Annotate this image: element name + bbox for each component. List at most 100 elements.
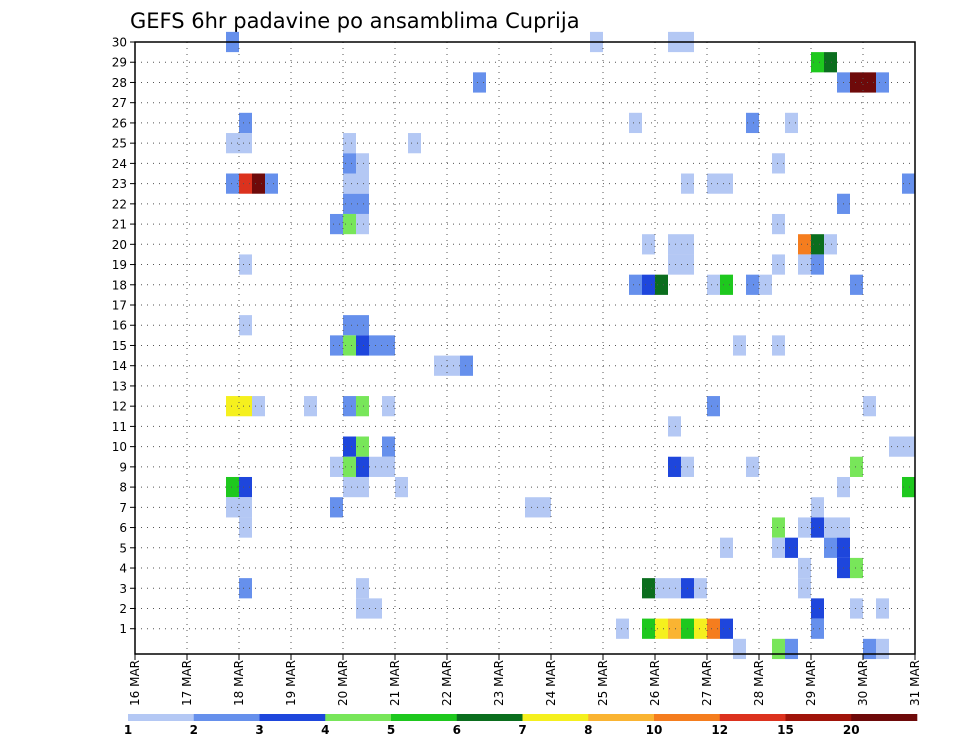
heatmap-cell [707,173,720,194]
heatmap-cell [772,537,785,558]
y-tick-label: 14 [112,359,127,373]
y-tick-label: 11 [112,420,127,434]
y-tick-label: 1 [119,622,127,636]
y-tick-label: 24 [112,157,127,171]
heatmap-cell [239,173,252,194]
heatmap-cell [343,436,356,457]
heatmap-cell [226,476,239,498]
heatmap-cell [473,72,486,93]
legend-label: 10 [646,723,663,737]
y-tick-label: 7 [119,501,127,515]
heatmap-cell [668,416,681,437]
y-tick-label: 18 [112,278,127,292]
y-tick-label: 22 [112,197,127,211]
y-tick-label: 9 [119,460,127,474]
heatmap-cell [902,436,915,457]
x-tick-label: 31 MAR [908,660,922,706]
heatmap-cell [668,254,681,275]
heatmap-cell [824,234,837,255]
heatmap-cell [408,133,421,154]
legend-label: 2 [190,723,198,737]
heatmap-cell [655,618,668,639]
heatmap-cell [239,133,252,154]
heatmap-cell [239,578,252,599]
y-tick-label: 10 [112,440,127,454]
legend-swatch [193,714,260,721]
legend-label: 7 [518,723,526,737]
y-tick-label: 25 [112,137,127,151]
legend-swatch [128,714,195,721]
heatmap-cell [642,618,655,639]
heatmap-cell [239,254,252,275]
legend-label: 3 [255,723,263,737]
heatmap-cell [343,153,356,174]
heatmap-cell [772,335,785,356]
y-tick-label: 12 [112,400,127,414]
x-tick-label: 23 MAR [492,660,506,706]
heatmap-cell [655,578,668,599]
heatmap-cell [265,173,278,194]
heatmap-cell [746,456,759,477]
heatmap-cell [772,153,785,174]
heatmap-cell [811,234,824,255]
heatmap-cell [824,537,837,558]
heatmap-cell [538,497,551,518]
x-tick-label: 27 MAR [700,660,714,706]
heatmap-cell [798,557,811,579]
heatmap-cell [811,497,824,518]
heatmap-cell [226,396,239,417]
heatmap-cell [720,173,733,194]
heatmap-cell [707,618,720,639]
heatmap-cell [330,497,343,518]
heatmap-cell [356,153,369,174]
heatmap-cell [356,315,369,336]
x-tick-label: 24 MAR [544,660,558,706]
heatmap-cell [798,517,811,538]
heatmap-cell [889,436,902,457]
heatmap-cell [239,476,252,498]
heatmap-cell [304,396,317,417]
x-tick-label: 30 MAR [856,660,870,706]
heatmap-cell [876,638,889,660]
heatmap-cell [330,335,343,356]
heatmap-cell [668,618,681,639]
heatmap-cell [343,396,356,417]
heatmap-cell [356,193,369,214]
y-tick-label: 17 [112,299,127,313]
y-tick-label: 26 [112,116,127,130]
heatmap-cell [343,315,356,336]
heatmap-cell [785,638,798,660]
heatmap-cell [356,476,369,498]
y-tick-label: 13 [112,379,127,393]
heatmap-cell [850,72,863,93]
heatmap-cell [746,112,759,134]
heatmap-cell [343,193,356,214]
heatmap-cell [239,315,252,336]
legend-swatch [259,714,326,721]
heatmap-cell [460,355,473,376]
y-tick-label: 30 [112,36,127,50]
y-tick-label: 16 [112,319,127,333]
x-tick-label: 22 MAR [440,660,454,706]
heatmap-cell [226,133,239,154]
heatmap-cell [811,52,824,73]
heatmap-cell [343,173,356,194]
y-tick-label: 6 [119,521,127,535]
heatmap-cell [382,456,395,477]
heatmap-cell [798,234,811,255]
heatmap-cell [733,638,746,660]
heatmap-cell [343,213,356,235]
legend-swatch [719,714,786,721]
heatmap-cell [330,456,343,477]
x-tick-label: 29 MAR [804,660,818,706]
legend-label: 12 [711,723,728,737]
heatmap-cell [356,436,369,457]
x-tick-label: 26 MAR [648,660,662,706]
heatmap-cell [772,213,785,235]
y-tick-label: 8 [119,481,127,495]
heatmap-cell [720,537,733,558]
y-tick-label: 29 [112,56,127,70]
heatmap-cell [694,618,707,639]
y-tick-label: 2 [119,602,127,616]
